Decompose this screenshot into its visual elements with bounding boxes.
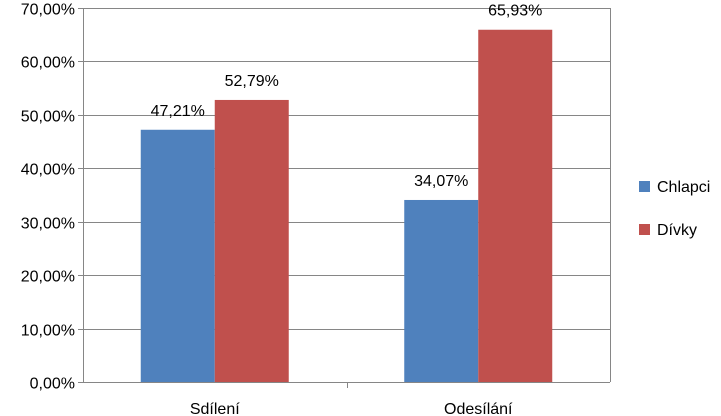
data-label: 65,93%: [488, 3, 542, 20]
bar-dívky-1: [478, 29, 553, 383]
y-tick-label: 30,00%: [21, 216, 75, 233]
axes: [78, 8, 610, 388]
data-label: 34,07%: [414, 173, 468, 190]
bar-chlapci-0: [140, 129, 215, 382]
legend: Chlapci Dívky: [639, 179, 710, 239]
legend-label-chlapci: Chlapci: [657, 179, 710, 196]
y-tick-label: 40,00%: [21, 162, 75, 179]
data-labels: 47,21% 52,79% 34,07% 65,93%: [151, 3, 543, 190]
y-tick-label: 70,00%: [21, 2, 75, 19]
x-tick-label: Sdílení: [190, 401, 240, 416]
y-tick-label: 0,00%: [30, 376, 75, 393]
bar-chlapci-1: [404, 199, 479, 382]
bars: [140, 29, 553, 383]
y-tick-label: 60,00%: [21, 55, 75, 72]
x-tick-label: Odesílání: [444, 401, 513, 416]
y-tick-label: 20,00%: [21, 269, 75, 286]
x-tick-labels: Sdílení Odesílání: [190, 401, 513, 416]
legend-swatch-dívky: [639, 224, 650, 235]
y-tick-labels: 0,00% 10,00% 20,00% 30,00% 40,00% 50,00% 60,00…: [21, 2, 75, 393]
legend-swatch-chlapci: [639, 181, 650, 192]
data-label: 52,79%: [225, 73, 279, 90]
y-tick-label: 10,00%: [21, 323, 75, 340]
legend-label-dívky: Dívky: [657, 222, 697, 239]
y-tick-label: 50,00%: [21, 109, 75, 126]
bar-dívky-0: [214, 99, 289, 383]
data-label: 47,21%: [151, 103, 205, 120]
